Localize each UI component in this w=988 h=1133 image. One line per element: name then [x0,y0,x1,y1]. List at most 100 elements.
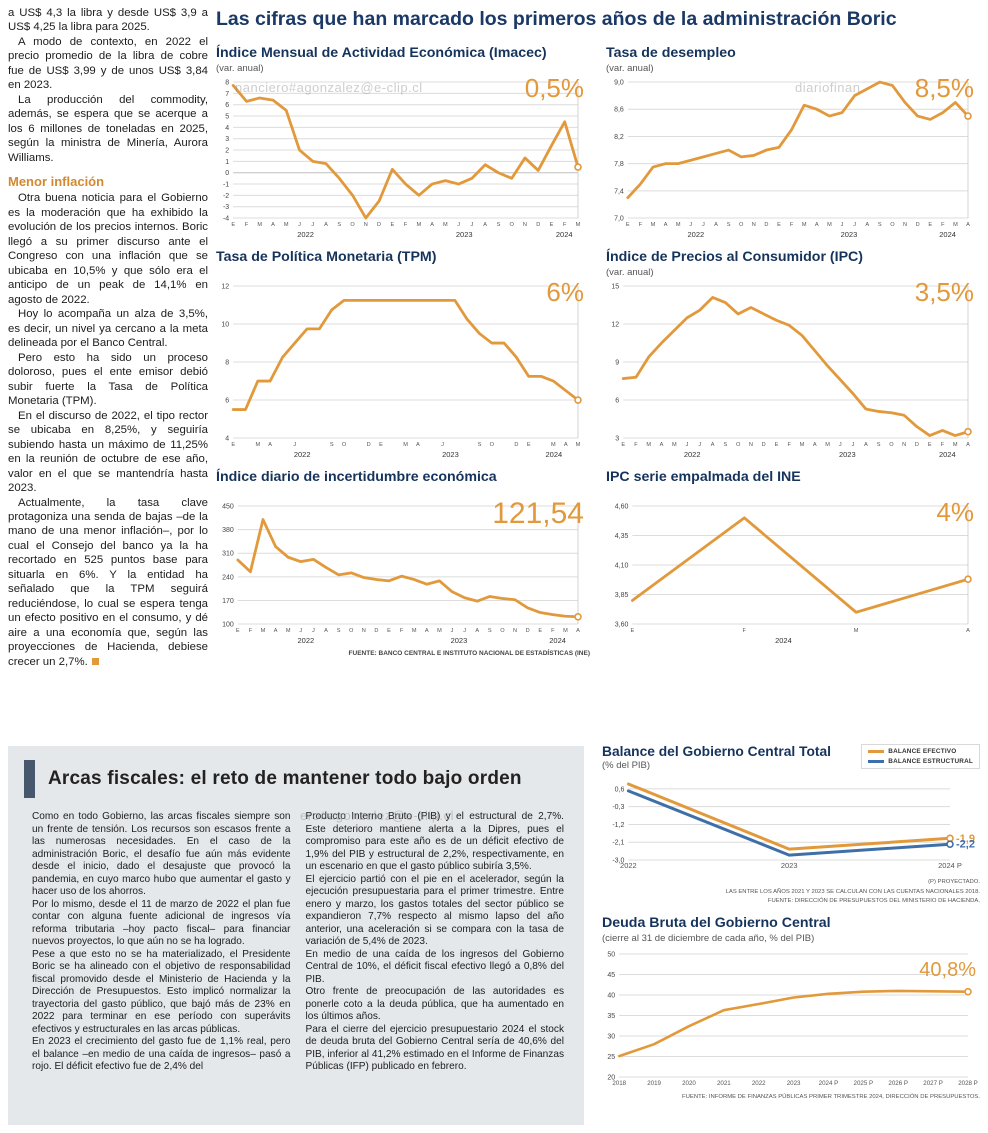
svg-text:S: S [727,222,731,228]
svg-text:A: A [576,628,580,634]
svg-text:D: D [916,222,920,228]
svg-text:M: M [412,628,417,634]
svg-text:4: 4 [225,125,229,132]
svg-text:F: F [634,442,638,448]
svg-text:3,85: 3,85 [615,592,629,599]
svg-text:2022: 2022 [294,450,311,459]
chart-subtitle: (var. anual) [216,62,264,74]
svg-text:2024: 2024 [546,450,563,459]
paragraph: El ejercicio partió con el pie en el ace… [305,873,565,948]
svg-text:2024: 2024 [775,636,792,645]
svg-text:N: N [364,222,368,228]
arcas-text-columns: Como en todo Gobierno, las arcas fiscale… [8,798,584,1074]
svg-text:F: F [639,222,643,228]
tpm-chart-block: Tasa de Política Monetaria (TPM) 6% 12 10… [216,249,590,462]
svg-text:J: J [853,222,856,228]
svg-text:-1: -1 [223,181,229,188]
article-body-paragraphs: Otra buena noticia para el Gobierno es l… [8,191,208,669]
chart-title: Índice diario de incertidumbre económica [216,469,497,485]
svg-text:A: A [660,442,664,448]
imacec-chart: 0,5% 8 7 6 5 4 3 2 1 0 -1 -2 -3 -4 E F M A M J J A S O N D E F M A M J… [216,72,590,242]
svg-text:45: 45 [607,972,615,979]
svg-text:7,0: 7,0 [614,215,624,222]
balance-chart-header: Balance del Gobierno Central Total (% de… [602,744,980,772]
svg-text:-4: -4 [223,215,229,222]
svg-text:M: M [403,442,408,448]
svg-text:D: D [764,222,768,228]
svg-text:N: N [752,222,756,228]
paragraph: Hoy lo acompaña un alza de 3,5%, es deci… [8,308,208,350]
svg-text:A: A [664,222,668,228]
svg-text:N: N [902,442,906,448]
svg-text:30: 30 [607,1033,615,1040]
chart-highlight-value: 3,5% [914,276,974,307]
svg-text:M: M [255,442,260,448]
chart-highlight-value: 0,5% [524,72,584,103]
page-title: Las cifras que han marcado los primeros … [216,8,897,30]
chart-title: IPC serie empalmada del INE [606,469,801,485]
svg-text:E: E [928,222,932,228]
svg-text:E: E [775,442,779,448]
svg-text:5: 5 [225,113,229,120]
svg-text:20: 20 [607,1074,615,1081]
paragraph: Por lo mismo, desde el 11 de marzo de 20… [32,898,291,948]
svg-text:A: A [416,442,420,448]
desempleo-chart: 8,5% 9,0 8,6 8,2 7,8 7,4 7,0 E F M A M J J A S O N D E F M A M… [606,73,980,242]
svg-text:E: E [928,442,932,448]
svg-text:A: A [966,628,970,634]
svg-text:A: A [966,442,970,448]
legend-item-efectivo: BALANCE EFECTIVO [868,748,973,755]
svg-text:25: 25 [607,1054,615,1061]
svg-text:15: 15 [611,283,619,290]
svg-text:S: S [337,222,341,228]
svg-text:0,6: 0,6 [615,787,625,794]
svg-text:D: D [526,628,530,634]
svg-text:J: J [312,628,315,634]
svg-text:2018: 2018 [612,1080,626,1087]
svg-text:-3: -3 [223,204,229,211]
svg-text:M: M [261,628,266,634]
chart-title: Tasa de desempleo [606,45,736,61]
article-end-marker [91,657,99,665]
chart-subtitle [216,267,590,279]
svg-text:J: J [298,222,301,228]
svg-text:50: 50 [607,951,615,958]
legend-item-estructural: BALANCE ESTRUCTURAL [868,758,973,765]
svg-text:3,60: 3,60 [615,621,629,628]
svg-text:M: M [802,222,807,228]
svg-text:D: D [374,628,378,634]
svg-text:4,35: 4,35 [615,533,629,540]
svg-text:2025 P: 2025 P [854,1080,874,1087]
svg-text:M: M [646,442,651,448]
paragraph: LAS ENTRE LOS AÑOS 2021 Y 2023 SE CALCUL… [725,888,980,895]
paragraph: A modo de contexto, en 2022 el precio pr… [8,35,208,92]
svg-text:O: O [342,442,347,448]
svg-text:A: A [714,222,718,228]
svg-text:J: J [689,222,692,228]
svg-text:D: D [915,442,919,448]
svg-text:A: A [483,222,487,228]
svg-text:J: J [451,628,454,634]
paragraph: La producción del commodity, además, se … [8,93,208,164]
svg-text:-1,2: -1,2 [612,822,624,829]
svg-text:N: N [749,442,753,448]
svg-text:2023: 2023 [451,636,468,645]
svg-text:35: 35 [607,1013,615,1020]
svg-text:J: J [841,222,844,228]
chart-subtitle [606,487,980,499]
svg-text:40: 40 [607,992,615,999]
svg-text:O: O [349,628,354,634]
charts-grid: Índice Mensual de Actividad Económica (I… [216,45,980,648]
svg-text:2020: 2020 [682,1080,696,1087]
svg-text:J: J [702,222,705,228]
paragraph: En el discurso de 2022, el tipo rector s… [8,409,208,495]
chart-subtitle: (cierre al 31 de diciembre de cada año, … [602,932,815,944]
svg-text:A: A [966,222,970,228]
ipc-empalmada-chart-block: IPC serie empalmada del INE 4% 4,60 4,35 4… [606,469,980,648]
svg-text:8: 8 [225,79,229,86]
svg-text:4,10: 4,10 [615,562,629,569]
svg-text:E: E [621,442,625,448]
svg-text:2023: 2023 [456,230,473,239]
svg-text:J: J [686,442,689,448]
chart-highlight-value: 4% [936,496,974,527]
